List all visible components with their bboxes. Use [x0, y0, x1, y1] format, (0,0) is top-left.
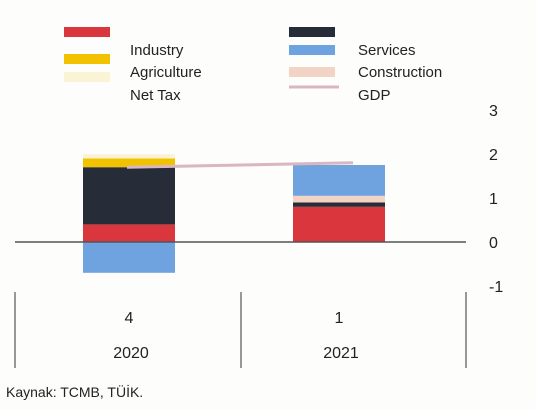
legend-swatch-services [289, 45, 335, 55]
legend-label-agriculture: Agriculture [130, 64, 202, 81]
y-tick-label-0: 0 [489, 235, 498, 252]
category-label-0: 4 [125, 310, 134, 327]
legend-label-services: Services [358, 42, 416, 59]
legend-swatch-dark-series [289, 27, 335, 37]
bar-segment-dark-0 [83, 167, 175, 225]
year-label-1: 2021 [323, 345, 359, 362]
bar-segment-services-0 [83, 242, 175, 273]
year-label-0: 2020 [113, 345, 149, 362]
y-tick-label-1: 1 [489, 191, 498, 208]
y-tick-label-2: 2 [489, 147, 498, 164]
bar-segment-industry-0 [83, 224, 175, 242]
bar-segment-construction-1 [293, 195, 385, 203]
legend-label-industry: Industry [130, 42, 184, 59]
bar-segment-net-tax-0 [83, 154, 175, 159]
legend-swatch-agriculture [64, 54, 110, 64]
bar-segment-services-1 [293, 165, 385, 196]
y-tick-label-neg1: -1 [489, 279, 503, 296]
bar-segment-agriculture-0 [83, 158, 175, 168]
legend-label-gdp: GDP [358, 87, 391, 104]
category-label-1: 1 [335, 310, 344, 327]
bar-segment-dark-1 [293, 202, 385, 207]
source-note: Kaynak: TCMB, TÜİK. [6, 383, 143, 400]
bar-segment-industry-1 [293, 206, 385, 242]
gdp-line [126, 161, 354, 169]
legend-label-net-tax: Net Tax [130, 87, 181, 104]
y-tick-label-3: 3 [489, 103, 498, 120]
legend-swatch-industry [64, 27, 110, 37]
legend-label-construction: Construction [358, 64, 442, 81]
legend-swatch-net-tax [64, 72, 110, 82]
legend-swatch-construction [289, 67, 335, 77]
